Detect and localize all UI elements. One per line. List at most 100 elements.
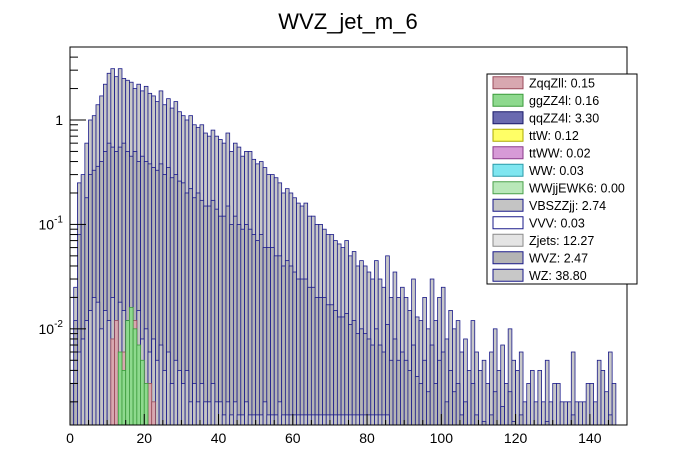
histogram-bar xyxy=(173,359,179,425)
histogram-bar xyxy=(392,338,398,425)
histogram-bar xyxy=(244,401,249,425)
y-tick-label: 1 xyxy=(55,112,63,128)
histogram-bar xyxy=(262,401,268,425)
histogram-bar xyxy=(570,351,576,425)
histogram-bar xyxy=(225,401,231,425)
histogram-bar xyxy=(162,369,167,425)
histogram-bar xyxy=(385,324,390,425)
legend-label: Zjets: 12.27 xyxy=(529,234,594,248)
histogram-bar xyxy=(114,320,119,425)
histogram-bar xyxy=(463,401,468,425)
legend-entry-qqzz4l: qqZZ4l: 3.30 xyxy=(492,111,599,125)
histogram-bar xyxy=(151,401,156,425)
histogram-bar xyxy=(221,215,227,425)
histogram-bar xyxy=(292,414,297,425)
histogram-bar xyxy=(77,351,82,425)
histogram-bar xyxy=(370,344,375,425)
histogram-bar xyxy=(258,234,264,425)
histogram-bar xyxy=(444,401,450,425)
histogram-bar xyxy=(403,359,409,425)
histogram-bar xyxy=(225,205,231,425)
histogram-bar xyxy=(232,215,238,425)
histogram-bar xyxy=(307,414,312,425)
histogram-bar xyxy=(277,401,283,425)
histogram-bar xyxy=(355,414,361,425)
legend-swatch xyxy=(492,111,524,125)
histogram-bar xyxy=(556,383,561,425)
x-tick-label: 60 xyxy=(285,430,301,446)
histogram-bar xyxy=(307,286,312,425)
histogram-bar xyxy=(470,383,476,425)
histogram-bar xyxy=(359,414,364,425)
histogram-bar xyxy=(284,414,290,425)
histogram-bar xyxy=(570,414,576,425)
histogram-bar xyxy=(121,369,127,425)
histogram-bar xyxy=(258,414,264,425)
histogram-bar xyxy=(270,247,275,425)
histogram-bar xyxy=(582,401,587,425)
histogram-bar xyxy=(526,383,531,425)
histogram-bar xyxy=(140,359,145,425)
legend-entry-vvv: VVV: 0.03 xyxy=(492,216,585,230)
histogram-bar xyxy=(466,369,472,425)
histogram-bar xyxy=(411,344,416,425)
series-wvz xyxy=(70,142,613,425)
histogram-bar xyxy=(143,383,149,425)
histogram-bar xyxy=(236,414,242,425)
histogram-bar xyxy=(266,247,271,425)
histogram-bar xyxy=(348,324,353,425)
legend-entry-ggzz4l: ggZZ4l: 0.16 xyxy=(492,93,599,108)
legend-label: VBSZZjj: 2.74 xyxy=(529,199,606,213)
histogram-bar xyxy=(229,224,234,425)
histogram-bar xyxy=(414,376,420,425)
x-tick-label: 40 xyxy=(211,430,227,446)
histogram-bar xyxy=(214,401,219,425)
histogram-bar xyxy=(322,414,327,425)
histogram-bar xyxy=(507,391,513,425)
histogram-bar xyxy=(180,383,186,425)
histogram-bar xyxy=(518,351,524,425)
histogram-bar xyxy=(255,414,260,425)
histogram-bar xyxy=(99,328,104,425)
histogram-bar xyxy=(544,359,550,425)
legend-label: qqZZ4l: 3.30 xyxy=(529,111,599,125)
histogram-bar xyxy=(537,369,542,425)
histogram-bar xyxy=(385,414,390,425)
histogram-bar xyxy=(195,192,201,425)
histogram-bar xyxy=(611,383,617,425)
histogram-bar xyxy=(255,240,260,425)
histogram-bar xyxy=(325,414,331,425)
y-tick-label: 10-1 xyxy=(39,214,64,232)
histogram-bar xyxy=(310,286,316,425)
histogram-bar xyxy=(169,383,175,425)
histogram-bar xyxy=(117,351,123,425)
legend-swatch xyxy=(492,181,524,195)
histogram-bar xyxy=(125,320,130,425)
histogram-bar xyxy=(218,401,223,425)
histogram-bar xyxy=(325,304,331,425)
histogram-bar xyxy=(511,359,516,425)
legend-swatch xyxy=(492,198,524,212)
histogram-bar xyxy=(199,383,205,425)
legend-entry-ttww: ttWW: 0.02 xyxy=(492,146,591,160)
legend-swatch xyxy=(492,93,524,107)
histogram-bar xyxy=(608,351,613,425)
histogram-bar xyxy=(192,383,197,425)
legend-swatch xyxy=(492,146,524,160)
histogram-bar xyxy=(351,414,357,425)
histogram-bar xyxy=(559,401,565,425)
histogram-bar xyxy=(374,328,379,425)
histogram-bar xyxy=(489,414,494,425)
histogram-bar xyxy=(481,420,487,425)
histogram-bar xyxy=(366,338,372,425)
histogram-bar xyxy=(351,320,357,425)
histogram-bar xyxy=(284,260,290,425)
legend-label: WVZ: 2.47 xyxy=(529,251,588,265)
histogram-bar xyxy=(166,351,171,425)
histogram-bar xyxy=(396,359,401,425)
histogram-bar xyxy=(318,414,323,425)
histogram-bar xyxy=(288,265,294,425)
histogram-bar xyxy=(359,328,364,425)
legend-label: WWjjEWK6: 0.00 xyxy=(529,181,625,195)
